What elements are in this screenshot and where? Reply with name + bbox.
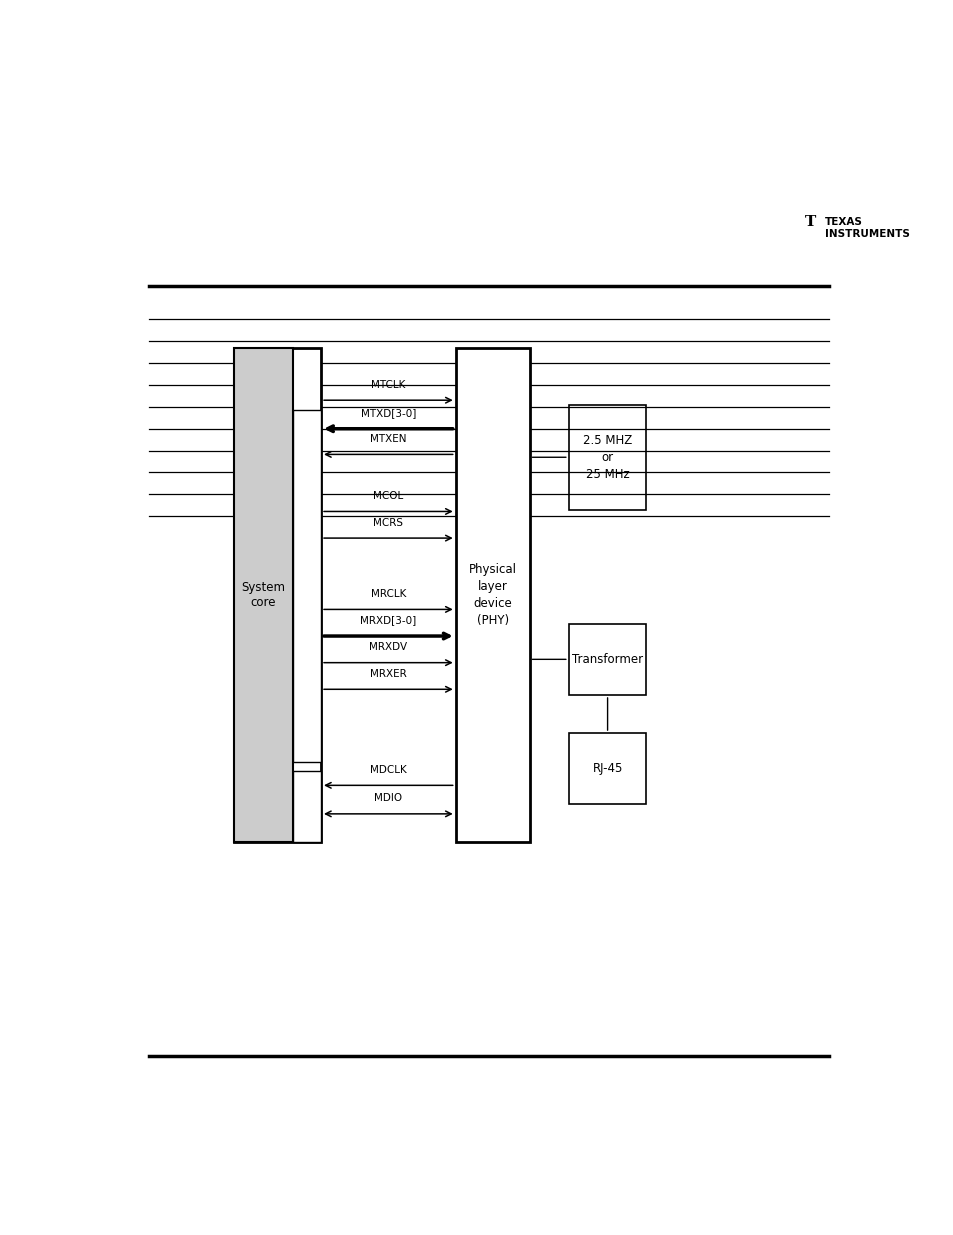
Text: System
core: System core: [241, 582, 285, 609]
Text: Transformer: Transformer: [572, 653, 642, 666]
Text: MRXER: MRXER: [370, 669, 406, 679]
Text: MDIO: MDIO: [374, 793, 402, 804]
Text: T: T: [804, 215, 816, 228]
Bar: [568, 405, 646, 510]
Text: MRXDV: MRXDV: [369, 642, 407, 652]
Bar: [233, 348, 321, 842]
Bar: [293, 410, 321, 762]
Text: MCOL: MCOL: [373, 492, 403, 501]
Text: MTXD[3-0]: MTXD[3-0]: [360, 409, 416, 419]
Text: MDIO: MDIO: [300, 790, 314, 823]
Text: MRCLK: MRCLK: [371, 589, 406, 599]
Bar: [568, 624, 646, 695]
Text: MTXEN: MTXEN: [370, 433, 406, 443]
Text: Physical
layer
device
(PHY): Physical layer device (PHY): [468, 563, 517, 627]
Text: MRXD[3-0]: MRXD[3-0]: [360, 615, 416, 626]
Bar: [456, 348, 529, 842]
Text: MTCLK: MTCLK: [371, 379, 405, 390]
Text: MDCLK: MDCLK: [370, 764, 406, 774]
Text: EMAC: EMAC: [300, 569, 314, 603]
Text: MCRS: MCRS: [373, 517, 403, 527]
Text: 2.5 MHZ
or
25 MHz: 2.5 MHZ or 25 MHz: [582, 433, 632, 480]
Bar: [233, 348, 293, 842]
Bar: [293, 771, 321, 842]
Text: TEXAS
INSTRUMENTS: TEXAS INSTRUMENTS: [824, 216, 909, 240]
Bar: [568, 734, 646, 804]
Text: RJ-45: RJ-45: [592, 762, 622, 776]
